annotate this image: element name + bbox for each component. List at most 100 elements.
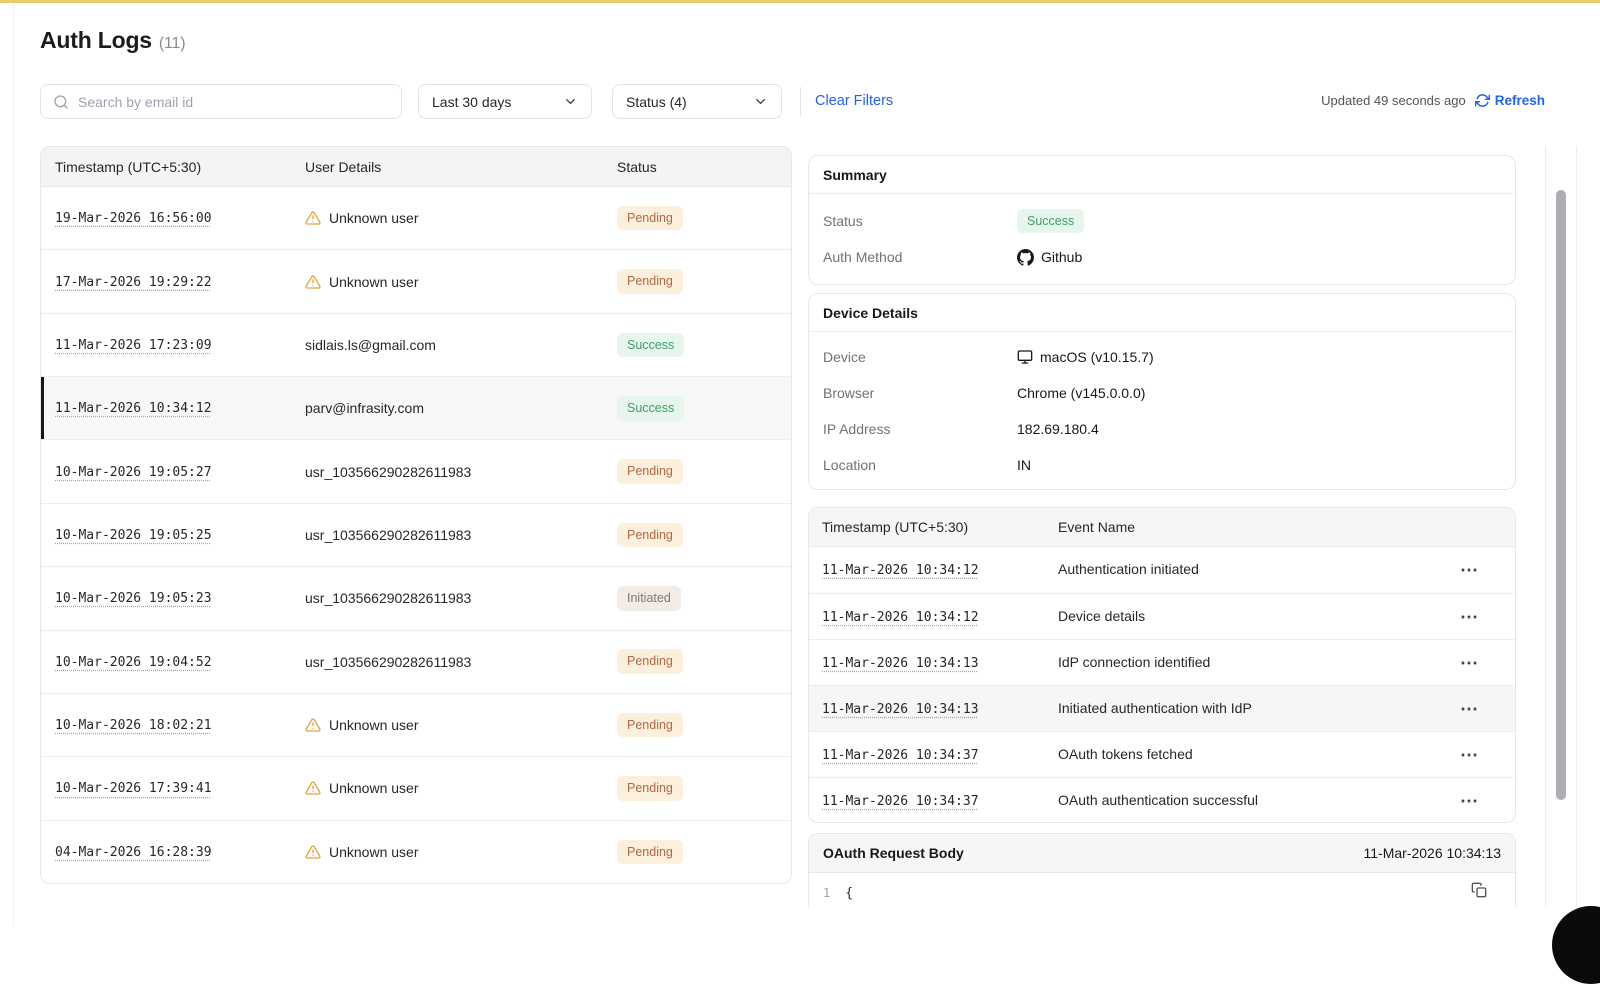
refresh-button[interactable]: Refresh — [1474, 93, 1545, 108]
more-options-icon[interactable]: ⋯ — [1460, 606, 1479, 627]
search-input-wrapper[interactable] — [40, 84, 402, 119]
status-badge: Pending — [617, 269, 683, 294]
filter-divider — [800, 87, 801, 116]
logs-count: (11) — [158, 35, 186, 52]
log-table-row[interactable]: 10-Mar-2026 17:39:41 Unknown user Pendin… — [41, 756, 791, 820]
monitor-icon — [1017, 349, 1033, 365]
oauth-card-timestamp: 11-Mar-2026 10:34:13 — [1363, 845, 1502, 861]
event-timestamp: 11-Mar-2026 10:34:12 — [822, 609, 979, 625]
event-table-row[interactable]: 11-Mar-2026 10:34:12 Device details ⋯ — [809, 593, 1515, 639]
code-line-number: 1 — [823, 886, 831, 900]
date-range-value: Last 30 days — [432, 93, 512, 110]
left-edge-divider — [13, 3, 14, 926]
status-badge: Initiated — [617, 586, 681, 611]
warning-icon — [305, 210, 321, 226]
oauth-card-title: OAuth Request Body — [823, 845, 964, 861]
status-badge: Pending — [617, 712, 683, 738]
summary-auth-method-label: Auth Method — [823, 249, 903, 265]
column-header-status: Status — [617, 158, 657, 175]
log-timestamp: 10-Mar-2026 19:05:27 — [55, 464, 212, 480]
event-timestamp: 11-Mar-2026 10:34:13 — [822, 701, 979, 717]
log-user: sidlais.ls@gmail.com — [305, 336, 436, 353]
more-options-icon[interactable]: ⋯ — [1460, 698, 1479, 719]
log-timestamp: 11-Mar-2026 10:34:12 — [55, 401, 212, 417]
ip-address-value: 182.69.180.4 — [1017, 421, 1099, 437]
more-options-icon[interactable]: ⋯ — [1460, 652, 1479, 673]
device-card-title: Device Details — [809, 294, 1515, 332]
status-badge: Pending — [617, 205, 683, 231]
clear-filters-link[interactable]: Clear Filters — [815, 93, 894, 109]
status-badge: Success — [617, 396, 685, 421]
oauth-card-header: OAuth Request Body 11-Mar-2026 10:34:13 — [809, 834, 1515, 873]
log-table-row[interactable]: 10-Mar-2026 19:05:27 usr_103566290282611… — [41, 439, 791, 503]
device-details-card: Device Details Device macOS (v10.15.7) B… — [808, 293, 1516, 490]
log-table-row[interactable]: 10-Mar-2026 19:05:23 usr_103566290282611… — [41, 566, 791, 630]
floating-action-button[interactable] — [1552, 906, 1600, 984]
log-user: Unknown user — [329, 717, 419, 734]
browser-value: Chrome (v145.0.0.0) — [1017, 385, 1146, 401]
log-user: usr_103566290282611983 — [305, 526, 472, 543]
events-table-card: Timestamp (UTC+5:30) Event Name 11-Mar-2… — [808, 507, 1516, 823]
page-title-text: Auth Logs — [40, 27, 152, 53]
auth-logs-table: Timestamp (UTC+5:30) User Details Status… — [40, 146, 792, 884]
more-options-icon[interactable]: ⋯ — [1460, 790, 1479, 811]
event-table-row[interactable]: 11-Mar-2026 10:34:13 Initiated authentic… — [809, 685, 1515, 731]
status-badge: Pending — [617, 459, 683, 484]
device-label: Device — [823, 349, 866, 365]
warning-icon — [305, 717, 321, 733]
chevron-down-icon — [753, 94, 768, 109]
status-filter-select[interactable]: Status (4) — [612, 84, 782, 119]
device-value: macOS (v10.15.7) — [1040, 349, 1154, 365]
log-table-row[interactable]: 17-Mar-2026 19:29:22 Unknown user Pendin… — [41, 249, 791, 313]
summary-auth-method-value: Github — [1041, 249, 1083, 265]
event-name: OAuth authentication successful — [1058, 791, 1259, 808]
log-table-row[interactable]: 10-Mar-2026 19:05:25 usr_103566290282611… — [41, 502, 791, 567]
more-options-icon[interactable]: ⋯ — [1460, 560, 1479, 580]
log-timestamp: 10-Mar-2026 19:04:52 — [55, 654, 212, 670]
log-user: parv@infrasity.com — [305, 400, 424, 417]
event-name: OAuth tokens fetched — [1058, 745, 1193, 762]
top-accent-bar — [0, 0, 1600, 3]
right-pane-scroll-track[interactable] — [1545, 146, 1577, 907]
events-column-name: Event Name — [1058, 519, 1136, 535]
summary-card-title: Summary — [809, 156, 1515, 194]
event-table-row[interactable]: 11-Mar-2026 10:34:13 IdP connection iden… — [809, 639, 1515, 685]
event-table-row[interactable]: 11-Mar-2026 10:34:12 Authentication init… — [809, 547, 1515, 593]
page-title: Auth Logs (11) — [40, 27, 186, 54]
log-table-row[interactable]: 10-Mar-2026 19:04:52 usr_103566290282611… — [41, 629, 791, 693]
event-timestamp: 11-Mar-2026 10:34:37 — [822, 793, 979, 809]
date-range-select[interactable]: Last 30 days — [418, 84, 592, 119]
log-table-row[interactable]: 04-Mar-2026 16:28:39 Unknown user Pendin… — [41, 819, 791, 883]
log-user: Unknown user — [329, 780, 419, 797]
oauth-code-block: 1 { — [809, 873, 1515, 907]
chevron-down-icon — [563, 94, 578, 109]
status-badge: Pending — [617, 522, 683, 548]
log-timestamp: 10-Mar-2026 17:39:41 — [55, 781, 212, 797]
log-table-row[interactable]: 10-Mar-2026 18:02:21 Unknown user Pendin… — [41, 692, 791, 757]
log-timestamp: 04-Mar-2026 16:28:39 — [55, 844, 212, 860]
event-name: Initiated authentication with IdP — [1058, 699, 1252, 716]
copy-icon[interactable] — [1471, 882, 1487, 898]
status-filter-value: Status (4) — [626, 93, 687, 110]
search-input[interactable] — [78, 93, 389, 110]
event-table-row[interactable]: 11-Mar-2026 10:34:37 OAuth authenticatio… — [809, 777, 1515, 822]
log-timestamp: 10-Mar-2026 19:05:25 — [55, 527, 212, 543]
log-table-row[interactable]: 11-Mar-2026 17:23:09 sidlais.ls@gmail.co… — [41, 312, 791, 377]
column-header-user: User Details — [305, 158, 382, 175]
log-table-row[interactable]: 11-Mar-2026 10:34:12 parv@infrasity.com … — [41, 376, 791, 440]
event-table-row[interactable]: 11-Mar-2026 10:34:37 OAuth tokens fetche… — [809, 731, 1515, 777]
browser-label: Browser — [823, 385, 875, 401]
refresh-icon — [1474, 93, 1490, 108]
right-pane-scrollbar-thumb[interactable] — [1556, 190, 1566, 800]
log-user: usr_103566290282611983 — [305, 653, 472, 670]
events-column-timestamp: Timestamp (UTC+5:30) — [822, 519, 969, 535]
log-timestamp: 10-Mar-2026 18:02:21 — [55, 718, 212, 734]
refresh-label: Refresh — [1494, 93, 1545, 108]
log-table-row[interactable]: 19-Mar-2026 16:56:00 Unknown user Pendin… — [41, 187, 791, 250]
more-options-icon[interactable]: ⋯ — [1460, 744, 1479, 765]
warning-icon — [305, 274, 321, 290]
logs-table-header: Timestamp (UTC+5:30) User Details Status — [41, 147, 791, 187]
search-icon — [53, 94, 69, 110]
event-timestamp: 11-Mar-2026 10:34:12 — [822, 563, 979, 578]
status-badge: Pending — [617, 649, 683, 674]
